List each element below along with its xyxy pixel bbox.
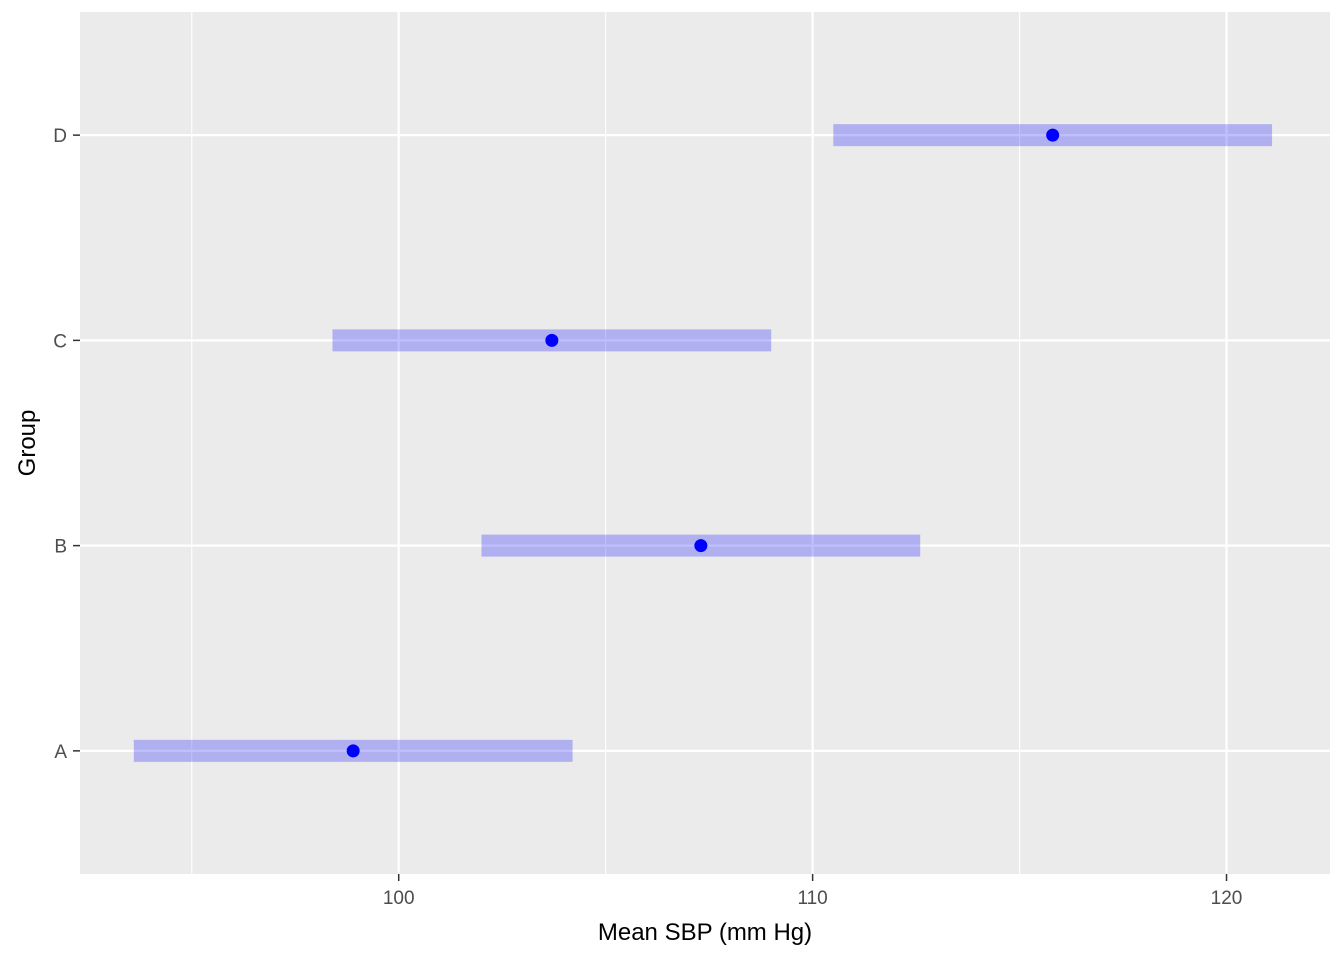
y-axis-title: Group [14,410,41,477]
x-tick-label: 120 [1211,888,1243,909]
mean-point-d [1046,128,1060,142]
x-axis: 100 110 120 [383,874,1243,909]
mean-points [346,128,1060,758]
x-axis-title: Mean SBP (mm Hg) [598,919,812,946]
y-tick-label: C [53,331,67,352]
y-tick-label: A [54,742,67,763]
y-axis: A B C D [53,126,80,763]
grid-lines [80,12,1330,874]
mean-point-b [694,539,708,553]
mean-point-c [545,333,559,347]
y-tick-label: B [54,537,67,558]
x-tick-label: 110 [797,888,827,909]
y-tick-label: D [53,126,67,147]
plot-panel [80,12,1330,874]
x-tick-label: 100 [383,888,415,909]
mean-point-a [346,744,360,758]
